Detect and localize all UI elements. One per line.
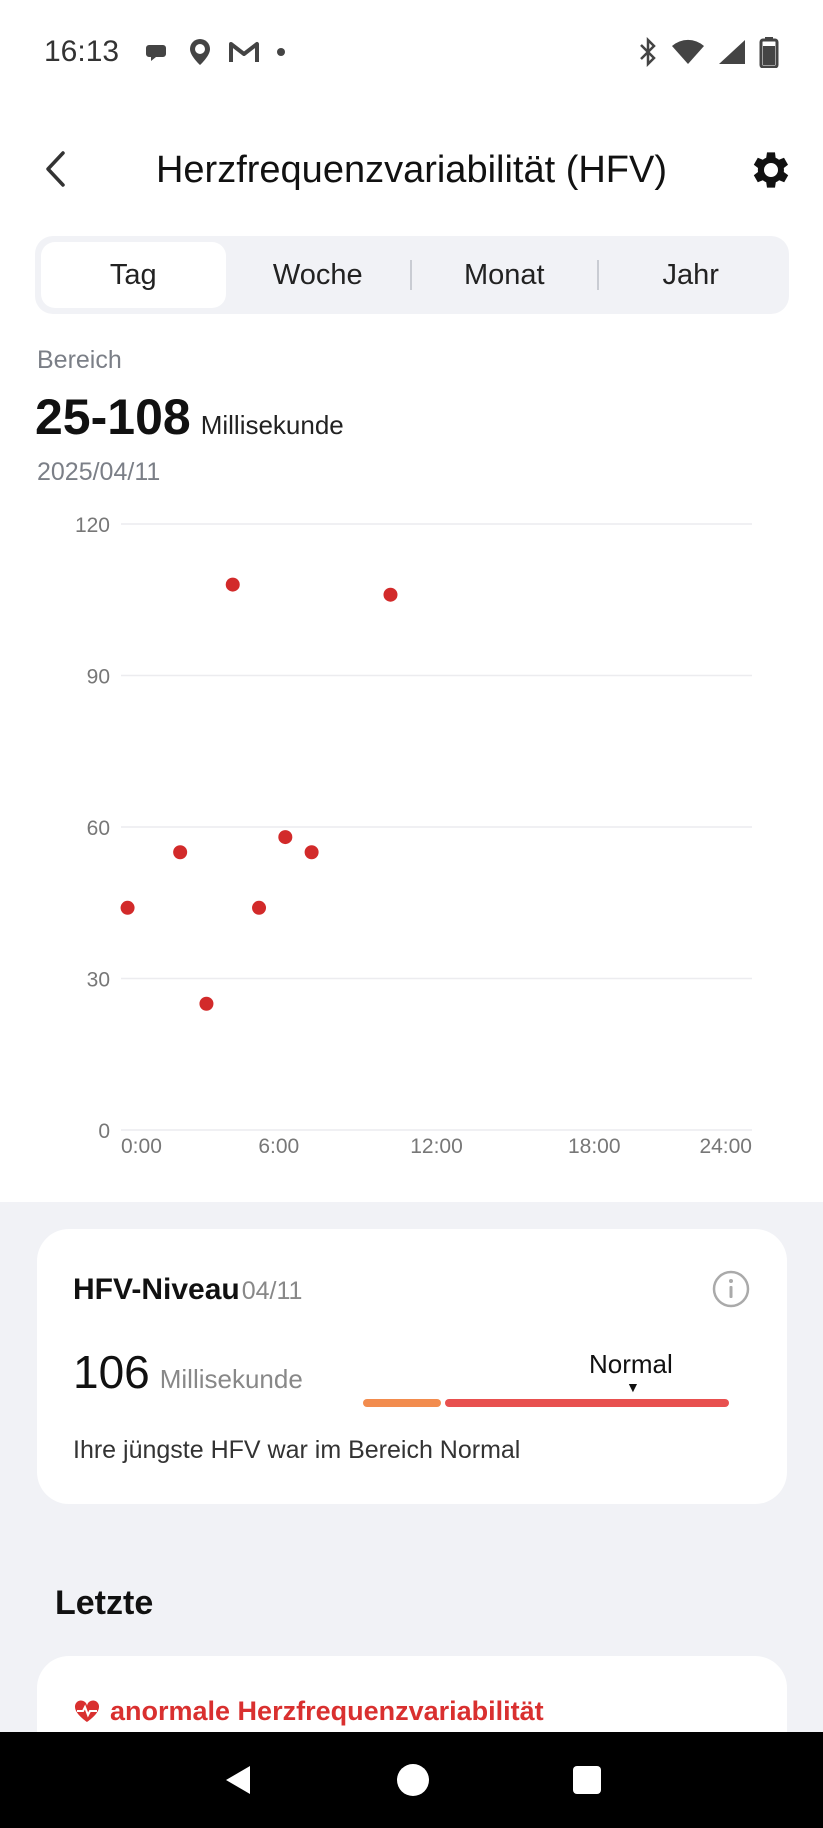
- hfv-description: Ihre jüngste HFV war im Bereich Normal: [73, 1436, 521, 1464]
- range-unit: Millisekunde: [200, 410, 344, 440]
- level-marker-icon: ▼: [626, 1379, 640, 1395]
- range-date: 2025/04/11: [37, 458, 161, 486]
- y-tick-label: 120: [75, 514, 110, 537]
- hfv-scatter-chart[interactable]: 0 30 60 90 120 0:00 6:00 12:00 18:00 24:00: [0, 500, 823, 1180]
- hfv-date: 04/11: [241, 1277, 303, 1305]
- range-value: 25-108: [35, 389, 191, 445]
- recent-item[interactable]: anormale Herzfrequenzvariabilität: [74, 1696, 544, 1727]
- y-tick-label: 90: [87, 666, 110, 689]
- x-tick-label: 18:00: [568, 1135, 621, 1158]
- data-point[interactable]: [304, 845, 319, 860]
- y-tick-label: 0: [98, 1120, 110, 1143]
- x-tick-label: 12:00: [410, 1135, 463, 1158]
- recent-section-title: Letzte: [55, 1584, 154, 1622]
- chat-bubble-icon: [146, 45, 167, 61]
- range-summary: 25-108 Millisekunde: [35, 388, 344, 446]
- battery-icon: [759, 37, 779, 68]
- bluetooth-icon: [640, 37, 656, 67]
- hfv-unit: Millisekunde: [159, 1364, 303, 1394]
- x-tick-label: 24:00: [699, 1135, 752, 1158]
- x-tick-label: 0:00: [121, 1135, 162, 1158]
- hfv-value-row: 106 Millisekunde: [73, 1345, 303, 1399]
- system-nav-bar: [0, 1732, 823, 1828]
- x-tick-label: 6:00: [258, 1135, 299, 1158]
- tab-day[interactable]: Tag: [41, 242, 226, 308]
- app-header: Herzfrequenzvariabilität (HFV): [0, 130, 823, 210]
- hfv-value: 106: [73, 1346, 150, 1398]
- level-bar: [363, 1399, 729, 1407]
- dot-icon: [277, 48, 286, 56]
- hfv-level-card: HFV-Niveau04/11 106 Millisekunde Normal …: [37, 1229, 787, 1504]
- nav-recents-icon[interactable]: [571, 1764, 603, 1796]
- heart-pulse-icon: [74, 1699, 100, 1722]
- status-bar: 16:13: [0, 0, 823, 104]
- data-point[interactable]: [225, 577, 240, 592]
- data-point[interactable]: [199, 996, 214, 1011]
- signal-icon: [719, 40, 745, 64]
- nav-back-icon[interactable]: [220, 1762, 256, 1798]
- wifi-icon: [672, 39, 704, 64]
- data-point[interactable]: [120, 900, 135, 915]
- tab-month[interactable]: Monat: [463, 258, 545, 291]
- back-button[interactable]: [30, 144, 80, 194]
- gmail-icon: [229, 42, 260, 62]
- back-arrow-icon: [46, 151, 65, 187]
- level-bar-low: [363, 1399, 441, 1407]
- y-tick-label: 30: [87, 969, 110, 992]
- settings-gear-icon[interactable]: [747, 146, 795, 194]
- hfv-title-text: HFV-Niveau: [73, 1273, 240, 1306]
- tab-divider: [596, 260, 599, 290]
- hfv-card-title: HFV-Niveau04/11: [73, 1273, 302, 1307]
- range-label: Bereich: [37, 346, 122, 374]
- tab-year[interactable]: Jahr: [662, 258, 719, 291]
- level-label: Normal: [589, 1349, 673, 1379]
- notification-icons: [145, 38, 287, 66]
- level-bar-normal: [445, 1399, 729, 1407]
- location-paw-icon: [190, 39, 211, 65]
- status-time: 16:13: [44, 35, 120, 68]
- system-icons: [637, 36, 779, 68]
- recent-item-label: anormale Herzfrequenzvariabilität: [110, 1696, 544, 1726]
- data-point[interactable]: [383, 587, 398, 602]
- tab-divider: [410, 260, 412, 290]
- info-icon[interactable]: [711, 1269, 751, 1309]
- period-tabs: Tag Woche Monat Jahr: [35, 236, 789, 314]
- data-point[interactable]: [173, 845, 188, 860]
- y-tick-label: 60: [87, 817, 110, 840]
- data-point[interactable]: [252, 900, 267, 915]
- page-title: Herzfrequenzvariabilität (HFV): [155, 148, 668, 191]
- nav-home-icon[interactable]: [395, 1762, 431, 1798]
- data-point[interactable]: [278, 830, 293, 845]
- tab-week[interactable]: Woche: [272, 258, 363, 291]
